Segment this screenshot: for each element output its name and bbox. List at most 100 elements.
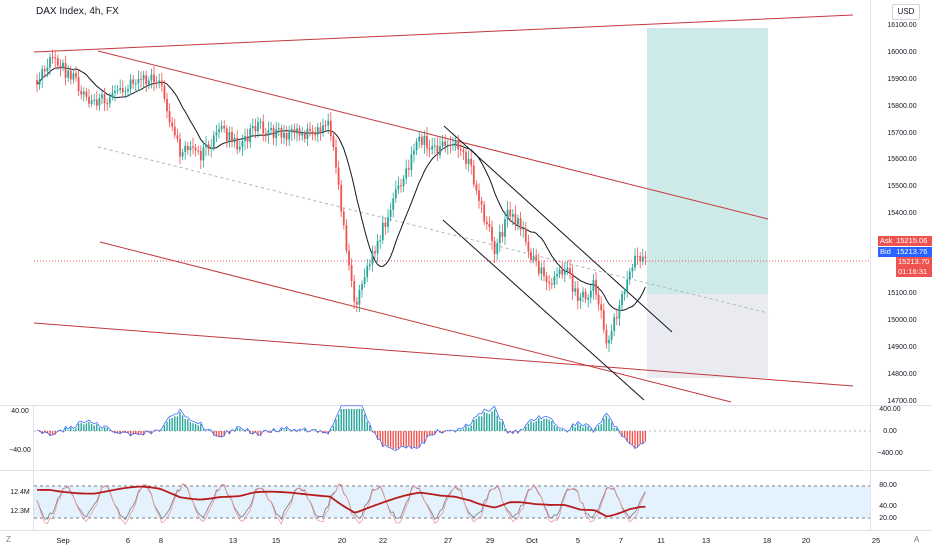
macd-right-tick: 400.00 <box>879 406 901 413</box>
candle-body <box>410 154 413 170</box>
candle-body <box>207 144 210 150</box>
macd-signal-line <box>36 405 646 451</box>
candle-body <box>545 276 548 282</box>
candle-body <box>85 91 88 97</box>
price-tick-label: 16100.00 <box>887 22 916 29</box>
ask-price-tag: Ask 15215.06 <box>878 236 932 246</box>
macd-histogram[interactable] <box>36 405 647 451</box>
target-zone[interactable] <box>647 28 768 294</box>
candle-body <box>615 317 618 319</box>
candle-body <box>150 74 153 81</box>
time-tick-label: 27 <box>444 536 452 545</box>
candle-body <box>215 132 218 136</box>
stoch-right-tick: 20.00 <box>879 515 897 522</box>
price-tick-label: 15100.00 <box>887 290 916 297</box>
candle-body <box>166 98 168 112</box>
candle-body <box>563 270 566 275</box>
candle-body <box>457 140 460 150</box>
candle-body <box>244 136 246 141</box>
candle-body <box>639 256 642 262</box>
descending-resistance-line[interactable] <box>97 50 769 220</box>
candle-body <box>589 290 592 298</box>
candle-body <box>493 240 496 255</box>
currency-button[interactable]: USD <box>892 4 920 20</box>
candle-body <box>124 91 127 93</box>
candle-body <box>504 219 506 237</box>
candle-body <box>257 121 259 132</box>
candle-body <box>574 288 577 292</box>
candle-body <box>272 127 275 138</box>
candle-body <box>478 190 480 201</box>
candle-body <box>363 277 366 284</box>
candle-body <box>275 129 278 138</box>
candle-body <box>140 78 142 80</box>
candle-body <box>465 152 467 164</box>
candle-body <box>374 251 376 254</box>
candle-body <box>186 145 189 151</box>
auto-scale-icon[interactable]: A <box>914 535 920 544</box>
candle-body <box>90 100 93 104</box>
price-tick-label: 15800.00 <box>887 103 916 110</box>
countdown-value: 01:16:31 <box>898 267 928 276</box>
candle-body <box>446 144 449 146</box>
candle-body <box>626 279 629 292</box>
candle-body <box>379 240 382 242</box>
candle-body <box>415 141 418 151</box>
candle-body <box>80 91 83 95</box>
candle-body <box>301 133 304 136</box>
candle-body <box>340 184 343 212</box>
candle-body <box>397 185 400 190</box>
candle-body <box>121 88 124 93</box>
price-axis[interactable]: 16100.00 16000.00 15900.00 15800.00 15700.00… <box>887 22 916 405</box>
candle-body <box>548 281 551 284</box>
candle-body <box>535 256 538 261</box>
candle-body <box>550 283 553 285</box>
upper-channel-line[interactable] <box>33 14 854 53</box>
dashed-midline[interactable] <box>97 146 769 314</box>
candle-body <box>413 150 415 155</box>
candle-body <box>462 150 465 153</box>
candle-body <box>350 265 353 282</box>
channel-bottom-line[interactable] <box>442 219 645 401</box>
candle-body <box>251 125 254 129</box>
candlestick-series[interactable] <box>36 49 647 352</box>
candle-body <box>280 127 283 138</box>
candle-body <box>402 178 405 186</box>
candle-body <box>558 269 561 275</box>
time-axis[interactable]: Sep 6 8 13 15 20 22 27 29 Oct 5 7 11 13 18 20 25 <box>56 536 880 545</box>
macd-left-tick: −40.00 <box>9 447 31 454</box>
candle-body <box>202 147 205 161</box>
candle-body <box>285 133 288 140</box>
short-channel[interactable] <box>442 125 673 401</box>
candle-body <box>56 58 59 66</box>
stop-zone[interactable] <box>647 294 768 378</box>
price-tick-label: 14800.00 <box>887 371 916 378</box>
price-tick-label: 15400.00 <box>887 210 916 217</box>
candle-body <box>566 267 569 271</box>
candle-body <box>498 232 501 244</box>
candle-body <box>392 198 395 210</box>
candle-body <box>116 89 119 92</box>
price-tick-label: 15000.00 <box>887 317 916 324</box>
candle-body <box>467 158 470 164</box>
descending-support-line[interactable] <box>99 241 732 403</box>
time-tick-label: 20 <box>802 536 810 545</box>
candle-body <box>381 222 384 241</box>
candle-body <box>103 94 106 104</box>
trendlines[interactable] <box>33 14 854 403</box>
candle-body <box>345 225 348 251</box>
candle-body <box>145 75 148 85</box>
stoch-lines[interactable] <box>36 483 646 526</box>
lower-channel-line[interactable] <box>33 322 854 387</box>
candle-body <box>584 291 587 300</box>
candle-body <box>631 267 634 272</box>
candle-body <box>314 134 317 136</box>
candle-body <box>358 289 361 305</box>
candle-body <box>129 79 132 90</box>
bid-price-tag: Bid 15213.76 <box>878 247 932 257</box>
zoom-icon[interactable]: Z <box>6 535 11 544</box>
candle-body <box>132 79 135 84</box>
channel-top-line[interactable] <box>443 125 673 333</box>
candle-body <box>155 82 158 84</box>
